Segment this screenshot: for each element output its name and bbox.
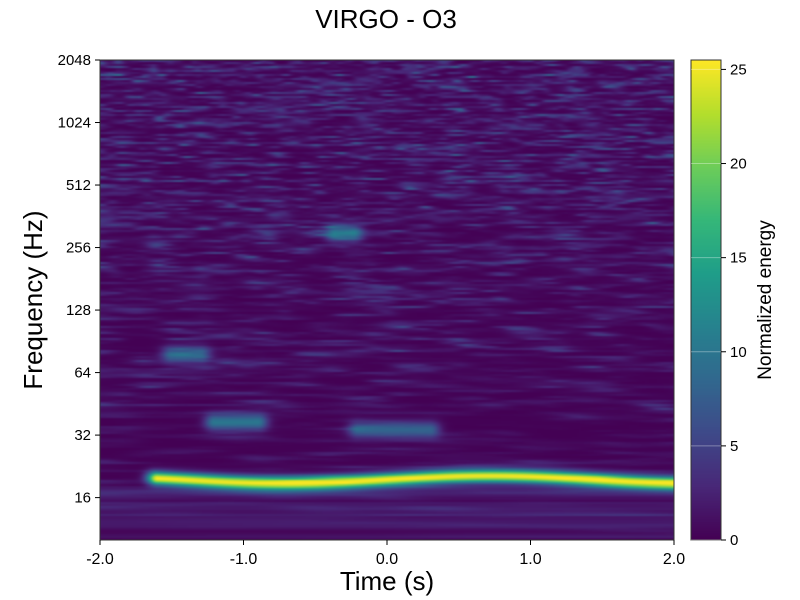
- y-axis-ticks: 16 32 64 128 256 512 1024 2048: [58, 52, 100, 507]
- y-tick-label: 512: [66, 177, 91, 194]
- y-tick-label: 16: [74, 490, 91, 507]
- x-tick-label: 2.0: [663, 551, 685, 568]
- colorbar-tick-label: 5: [730, 438, 738, 455]
- colorbar-label: Normalized energy: [755, 220, 776, 380]
- y-tick-label: 64: [74, 365, 91, 382]
- heatmap-image: [100, 60, 674, 540]
- chart-title: VIRGO - O3: [315, 4, 457, 34]
- y-axis-label: Frequency (Hz): [18, 210, 48, 389]
- colorbar-tick-label: 0: [730, 532, 738, 549]
- x-tick-label: 0.0: [376, 551, 398, 568]
- x-axis-ticks: -2.0 -1.0 0.0 1.0 2.0: [86, 540, 685, 568]
- colorbar-tick-label: 15: [730, 250, 747, 267]
- y-tick-label: 1024: [58, 115, 91, 132]
- y-tick-label: 128: [66, 302, 91, 319]
- colorbar-gradient: [691, 60, 721, 540]
- colorbar-ticks: 0 5 10 15 20 25: [691, 61, 747, 549]
- colorbar-tick-label: 25: [730, 61, 747, 78]
- x-axis-label: Time (s): [340, 566, 434, 596]
- colorbar-tick-label: 20: [730, 156, 747, 173]
- y-tick-label: 256: [66, 240, 91, 257]
- plot-area: [99, 59, 675, 541]
- x-tick-label: -1.0: [230, 551, 258, 568]
- colorbar-tick-label: 10: [730, 344, 747, 361]
- x-tick-label: 1.0: [519, 551, 541, 568]
- colorbar: 0 5 10 15 20 25 Normalized energy: [690, 59, 776, 549]
- x-tick-label: -2.0: [86, 551, 114, 568]
- y-tick-label: 2048: [58, 52, 91, 69]
- colorbar-frame: [690, 59, 722, 541]
- y-tick-label: 32: [74, 427, 91, 444]
